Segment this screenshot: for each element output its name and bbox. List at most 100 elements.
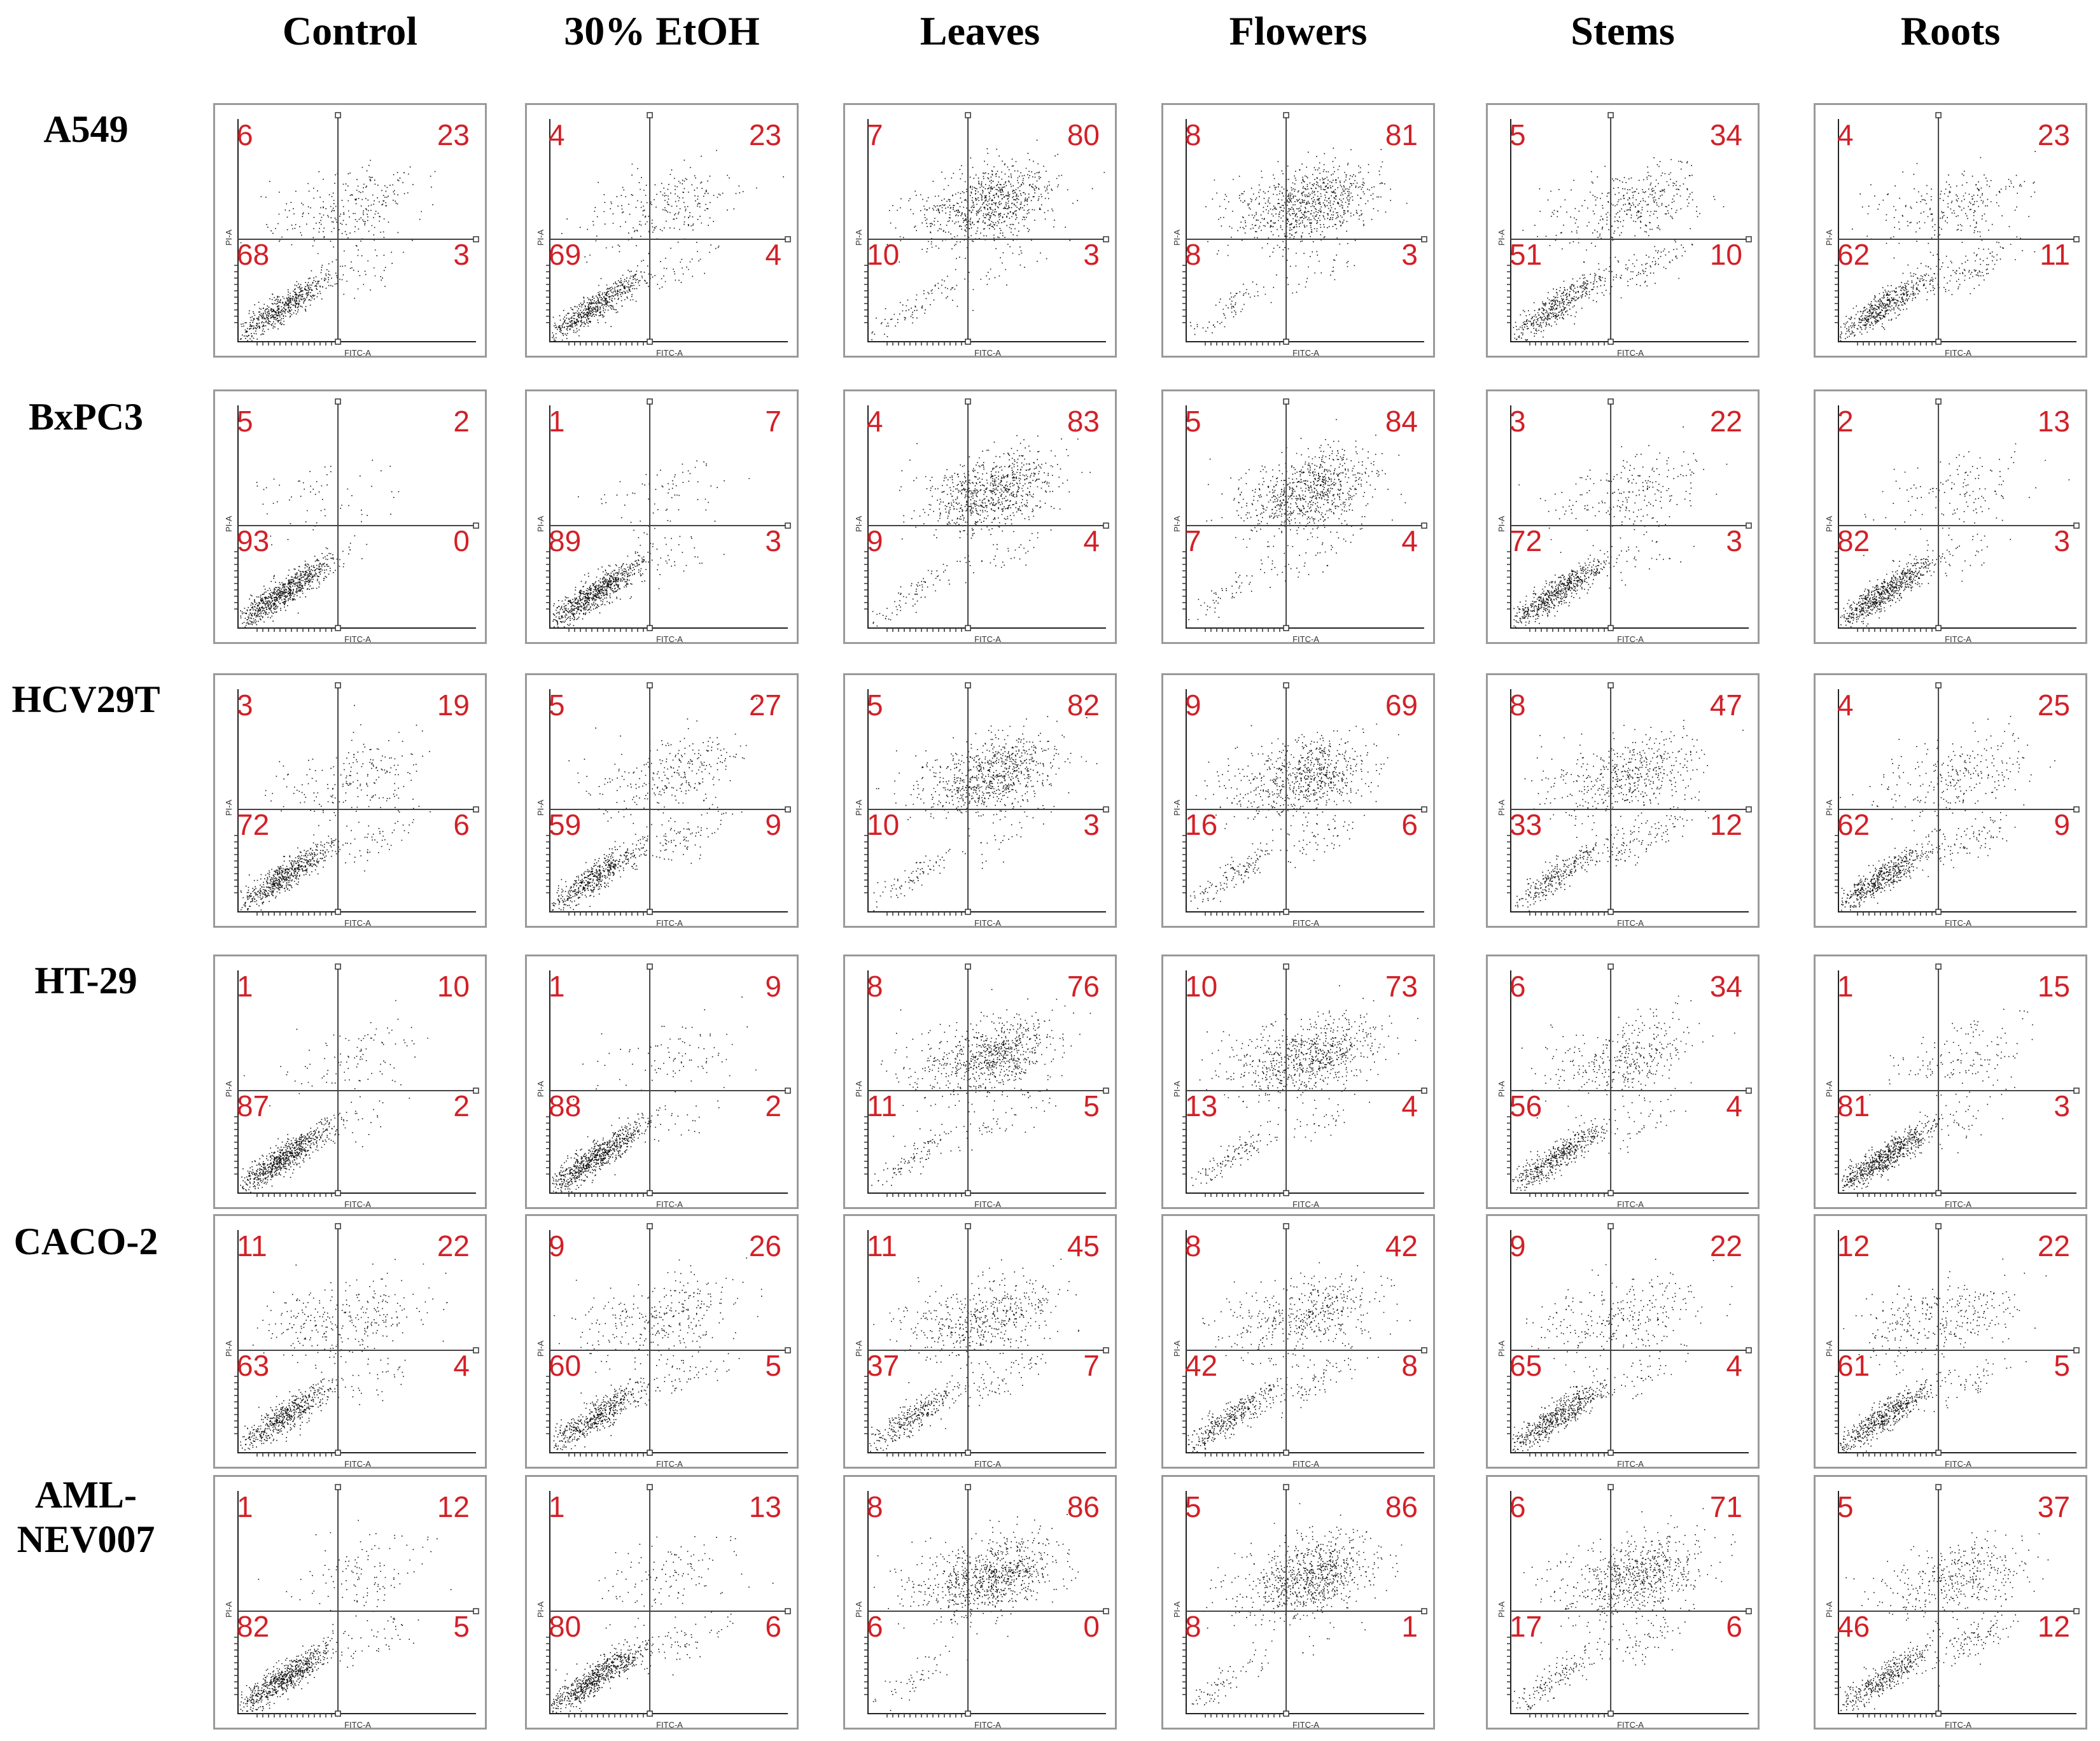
quadrant-lower-left-value: 11 xyxy=(867,1089,897,1122)
y-axis-label: PI-A xyxy=(854,1080,864,1097)
panel-a549-flowers: FITC-A PI-A 8 81 8 3 xyxy=(1161,103,1435,358)
gate-handle xyxy=(335,398,341,405)
scatter-plot: FITC-A PI-A xyxy=(1497,682,1752,928)
panel-ht-29-control: FITC-A PI-A 1 10 87 2 xyxy=(213,954,487,1209)
quadrant-lower-left-value: 68 xyxy=(237,238,270,271)
x-axis-label: FITC-A xyxy=(1945,1720,1971,1730)
gate-handle xyxy=(785,1087,791,1094)
gate-handle xyxy=(473,522,479,529)
quadrant-upper-left-value: 8 xyxy=(1509,689,1526,722)
event-dots xyxy=(239,1520,452,1712)
gate-handle xyxy=(1283,1450,1289,1456)
y-axis-label: PI-A xyxy=(1172,515,1182,532)
gate-handle xyxy=(965,1223,971,1229)
x-axis-label: FITC-A xyxy=(1617,918,1644,928)
scatter-plot: FITC-A PI-A xyxy=(536,682,791,926)
x-axis-label: FITC-A xyxy=(1945,1199,1971,1209)
gate-handle xyxy=(335,1190,341,1196)
quadrant-upper-left-value: 5 xyxy=(1185,405,1201,438)
quadrant-lower-right-value: 3 xyxy=(765,524,781,557)
gate-handle xyxy=(647,339,653,345)
quadrant-upper-right-value: 83 xyxy=(1067,405,1100,438)
x-axis-label: FITC-A xyxy=(344,1459,371,1469)
gate-handle xyxy=(647,1710,653,1717)
panel-ht-29-30-etoh: FITC-A PI-A 1 9 88 2 xyxy=(525,954,799,1209)
y-axis-label: PI-A xyxy=(536,799,545,816)
gate-handle xyxy=(1607,1223,1614,1229)
quadrant-lower-right-value: 12 xyxy=(2037,1610,2070,1643)
event-dots xyxy=(873,716,1098,911)
x-axis-label: FITC-A xyxy=(974,1199,1001,1209)
quadrant-lower-right-value: 11 xyxy=(2040,238,2070,271)
quadrant-upper-left-value: 9 xyxy=(549,1229,565,1262)
scatter-plot: FITC-A PI-A xyxy=(536,1223,791,1467)
scatter-plot: FITC-A PI-A xyxy=(1172,1223,1427,1467)
gate-handle xyxy=(965,339,971,345)
row-label-aml-nev007: AML- NEV007 xyxy=(0,1472,172,1562)
row-label-ht-29: HT-29 xyxy=(34,960,137,1002)
quadrant-lower-left-value: 59 xyxy=(549,808,582,841)
event-dots xyxy=(1187,1262,1411,1453)
event-dots xyxy=(1513,157,1725,341)
gate-handle xyxy=(473,1087,479,1094)
y-axis-label: PI-A xyxy=(1824,1340,1834,1357)
gate-handle xyxy=(1421,1608,1427,1614)
gate-handle xyxy=(965,682,971,689)
event-dots xyxy=(872,428,1091,627)
gate-handle xyxy=(1103,1087,1109,1094)
y-axis-label: PI-A xyxy=(1172,229,1182,246)
quadrant-upper-left-value: 1 xyxy=(549,970,565,1003)
y-axis-label: PI-A xyxy=(224,1340,234,1357)
x-axis-label: FITC-A xyxy=(974,634,1001,644)
quadrant-lower-left-value: 42 xyxy=(1185,1349,1218,1382)
quadrant-upper-right-value: 45 xyxy=(1067,1229,1100,1262)
gate-handle xyxy=(1607,625,1614,631)
x-axis-label: FITC-A xyxy=(1945,1459,1971,1469)
panel-hcv29t-leaves: FITC-A PI-A 5 82 10 3 xyxy=(843,673,1117,928)
gate-handle xyxy=(965,1484,971,1490)
axis-lines xyxy=(549,405,788,629)
quadrant-lower-left-value: 33 xyxy=(1509,808,1543,841)
quadrant-lower-left-value: 7 xyxy=(1185,524,1201,557)
gate-handle xyxy=(335,909,341,915)
scatter-plot: FITC-A PI-A xyxy=(1824,1484,2080,1730)
quadrant-lower-left-value: 82 xyxy=(237,1610,270,1643)
x-axis-label: FITC-A xyxy=(1292,348,1319,358)
event-dots xyxy=(1515,699,1744,912)
gate-handle xyxy=(1283,1223,1289,1229)
y-axis-label: PI-A xyxy=(1497,229,1506,246)
scatter-plot: FITC-A PI-A xyxy=(854,1484,1109,1728)
gate-handle xyxy=(1607,398,1614,405)
row-label-hcv29t: HCV29T xyxy=(11,678,160,720)
event-dots xyxy=(871,139,1105,340)
panel-bxpc3-leaves: FITC-A PI-A 4 83 9 4 xyxy=(843,389,1117,644)
scatter-plot: FITC-A PI-A xyxy=(1172,1484,1427,1728)
quadrant-lower-right-value: 4 xyxy=(1726,1349,1742,1382)
gate-handle xyxy=(1283,625,1289,631)
gate-handle xyxy=(1607,1710,1614,1717)
scatter-plot: FITC-A PI-A xyxy=(854,963,1109,1209)
panel-bxpc3-30-etoh: FITC-A PI-A 1 7 89 3 xyxy=(525,389,799,644)
gate-handle xyxy=(647,963,653,970)
y-axis-label: PI-A xyxy=(854,1601,864,1618)
x-axis-label: FITC-A xyxy=(1617,348,1644,358)
gate-handle xyxy=(1607,112,1614,118)
gate-handle xyxy=(1421,806,1427,813)
quadrant-lower-right-value: 3 xyxy=(453,238,470,271)
gate-handle xyxy=(1746,1347,1752,1353)
gate-handle xyxy=(473,236,479,242)
scatter-plot: FITC-A PI-A xyxy=(1497,1223,1752,1467)
quadrant-upper-left-value: 8 xyxy=(1185,1229,1201,1262)
quadrant-lower-right-value: 12 xyxy=(1709,808,1742,841)
quadrant-upper-right-value: 76 xyxy=(1067,970,1100,1003)
gate-handle xyxy=(647,909,653,915)
scatter-plot: FITC-A PI-A xyxy=(854,682,1109,926)
x-axis-label: FITC-A xyxy=(344,1720,371,1730)
quadrant-lower-left-value: 82 xyxy=(1837,524,1870,557)
gate-handle xyxy=(2073,1608,2080,1614)
panel-caco-2-roots: FITC-A PI-A 12 22 61 5 xyxy=(1814,1214,2087,1469)
gate-handle xyxy=(1935,1710,1942,1717)
quadrant-upper-left-value: 3 xyxy=(1509,405,1526,438)
quadrant-lower-left-value: 80 xyxy=(549,1610,582,1643)
quadrant-lower-left-value: 89 xyxy=(549,524,582,557)
